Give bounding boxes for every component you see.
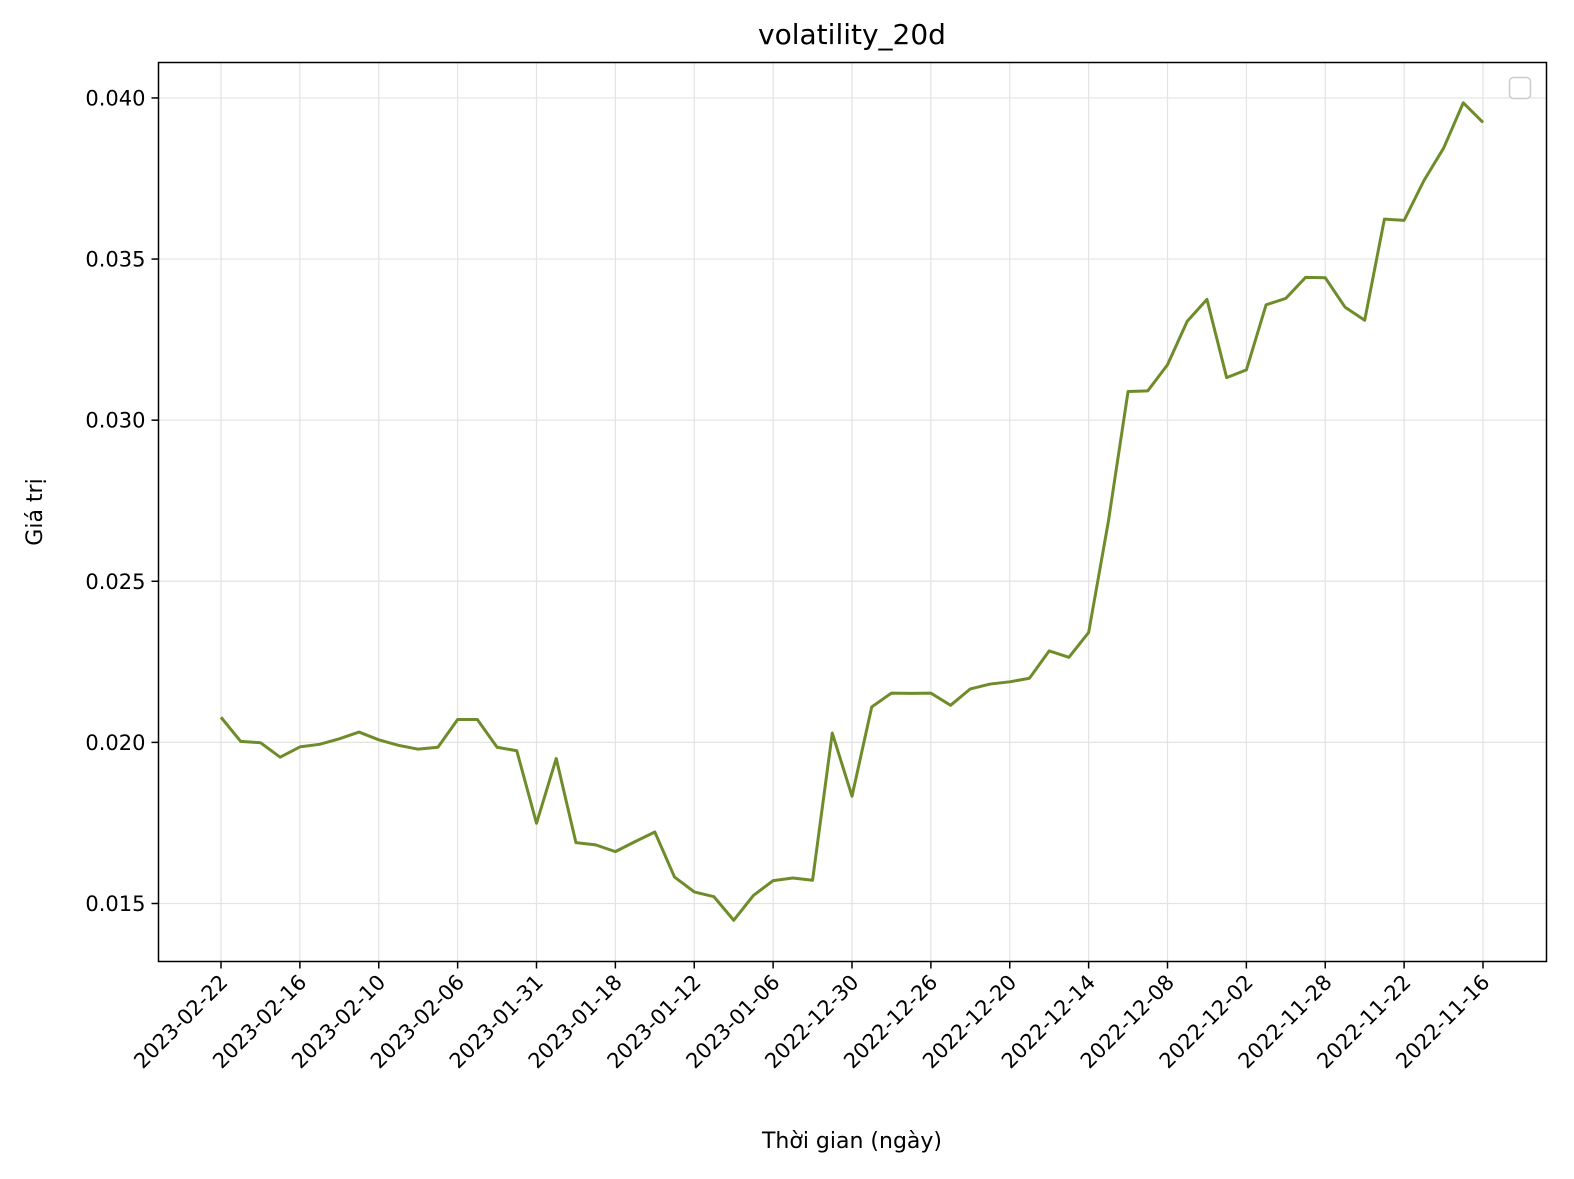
y-tick-label: 0.025 — [85, 570, 145, 594]
y-tick-label: 0.030 — [85, 409, 145, 433]
y-tick-label: 0.015 — [85, 892, 145, 916]
chart-title: volatility_20d — [758, 18, 946, 51]
series-line — [219, 101, 1485, 922]
x-axis-label: Thời gian (ngày) — [761, 1129, 942, 1154]
y-axis-label: Giá trị — [23, 478, 48, 545]
y-tick-label: 0.040 — [85, 86, 145, 110]
legend-box — [1508, 76, 1532, 100]
y-tick-label: 0.035 — [85, 248, 145, 272]
grid — [158, 62, 1547, 962]
y-tick-label: 0.020 — [85, 731, 145, 755]
